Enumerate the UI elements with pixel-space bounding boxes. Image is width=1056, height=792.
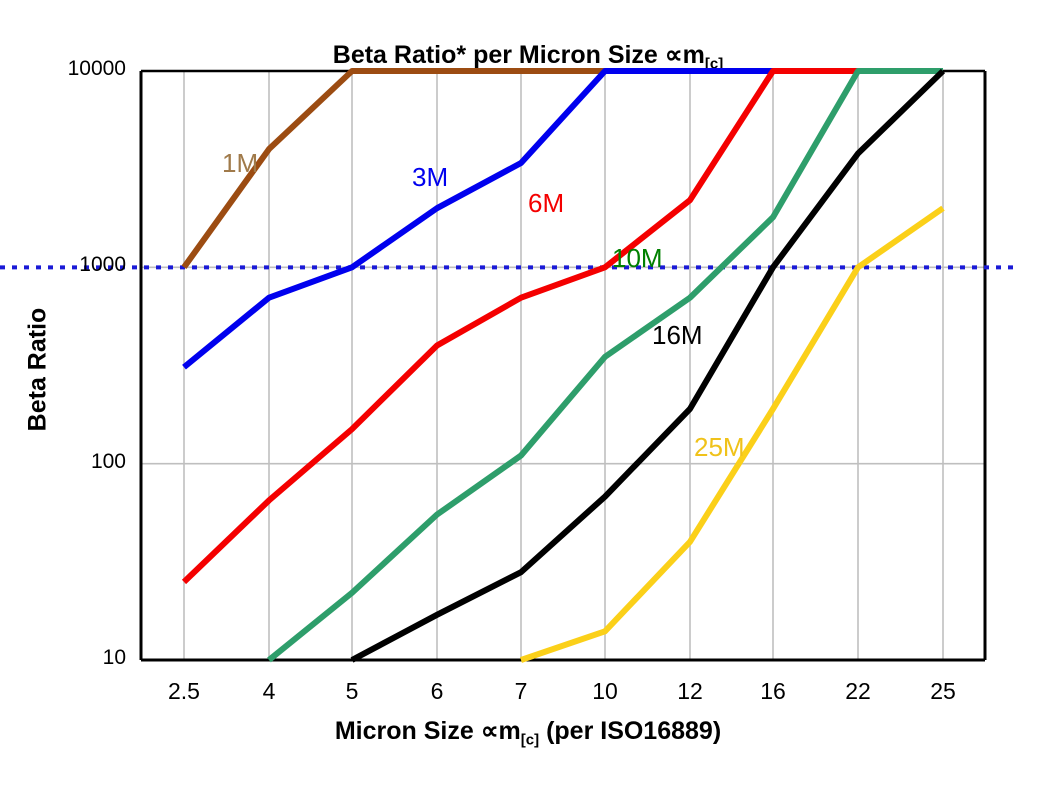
series-label-6m: 6M: [528, 188, 565, 218]
y-tick-10: 10: [102, 646, 126, 669]
series-label-3m: 3M: [412, 162, 449, 192]
x-axis-title-tail: (per ISO16889): [539, 717, 722, 745]
series-label-25m: 25M: [694, 432, 745, 462]
y-tick-100: 100: [90, 449, 126, 473]
y-axis-title: Beta Ratio: [23, 307, 52, 432]
x-tick-7: 7: [514, 678, 528, 704]
y-tick-10000: 10000: [67, 57, 126, 80]
x-tick-25: 25: [930, 678, 956, 704]
x-tick-12: 12: [677, 678, 703, 704]
x-axis-title: Micron Size ∝m[c] (per ISO16889): [0, 716, 1056, 748]
x-tick-22: 22: [845, 678, 871, 704]
series-label-10m: 10M: [612, 243, 663, 273]
x-tick-16: 16: [760, 678, 786, 704]
x-tick-6: 6: [430, 678, 444, 704]
x-tick-5: 5: [345, 678, 359, 704]
x-tick-10: 10: [592, 678, 618, 704]
x-tick-4: 4: [262, 678, 276, 704]
chart-title-main: Beta Ratio* per Micron Size ∝m: [332, 41, 705, 69]
gridlines: [141, 71, 985, 660]
series-label-16m: 16M: [652, 320, 703, 350]
x-tick-2-5: 2.5: [168, 678, 200, 704]
series-label-1m: 1M: [222, 148, 259, 178]
x-axis-title-subscript: [c]: [520, 731, 540, 749]
series-paths: [181, 68, 946, 663]
y-tick-1000: 1000: [79, 253, 126, 277]
x-axis-title-main: Micron Size ∝m: [334, 717, 521, 745]
